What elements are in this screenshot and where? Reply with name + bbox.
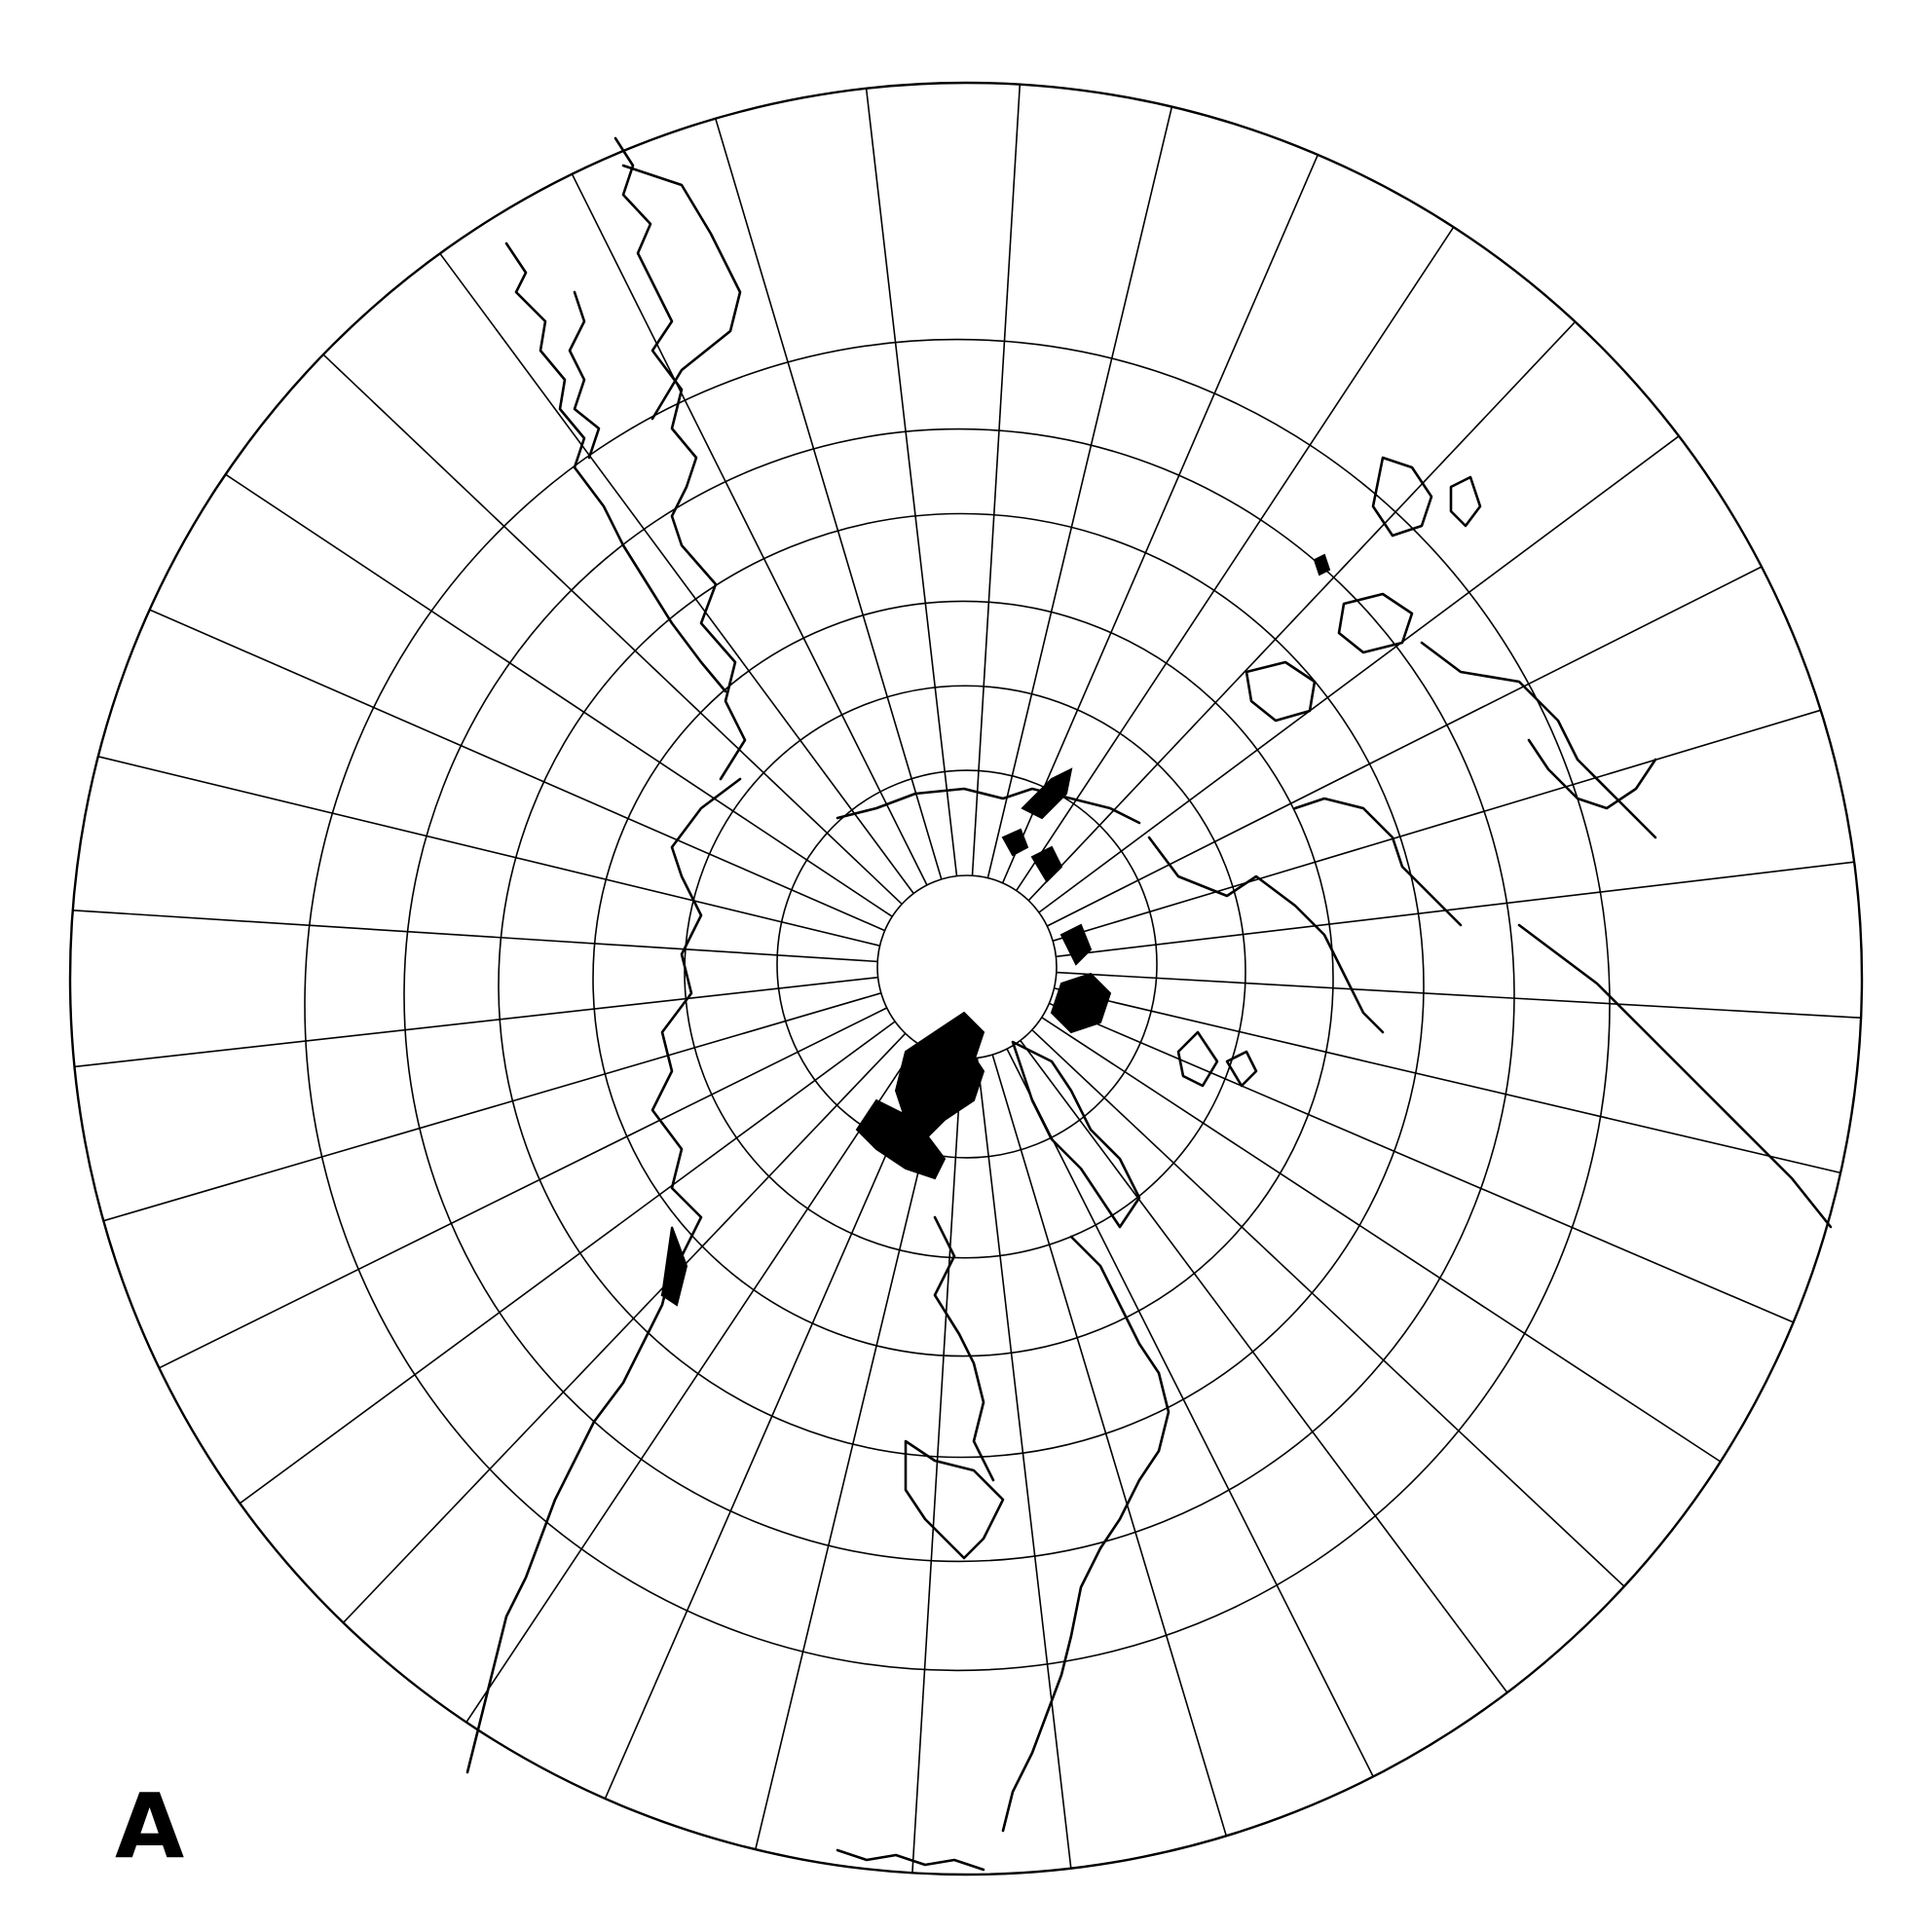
meridian-line-36 bbox=[1056, 861, 1855, 958]
greenland-north bbox=[1050, 972, 1112, 1034]
arctic-islands-cluster bbox=[855, 1098, 947, 1180]
parallel-circle-4 bbox=[498, 512, 1425, 1459]
island-sri-lanka bbox=[1313, 553, 1331, 576]
coastline-caspian bbox=[1449, 475, 1482, 528]
map-boundary-circle bbox=[68, 81, 1864, 1876]
meridian-line-23 bbox=[322, 353, 903, 905]
meridian-line-20 bbox=[97, 756, 880, 947]
meridian-line-33 bbox=[1038, 435, 1680, 913]
coastline-na-pacific bbox=[465, 1264, 674, 1774]
meridian-line-28 bbox=[971, 84, 1022, 876]
coastline-europe bbox=[1293, 797, 1463, 927]
meridian-line-7 bbox=[1006, 1048, 1374, 1777]
meridian-line-2 bbox=[1054, 987, 1841, 1174]
meridian-line-12 bbox=[604, 1050, 933, 1800]
meridian-line-26 bbox=[715, 118, 943, 880]
meridian-line-10 bbox=[911, 1058, 963, 1874]
coastline-india bbox=[1371, 456, 1433, 538]
meridian-line-19 bbox=[72, 910, 878, 963]
meridian-line-30 bbox=[1001, 154, 1319, 884]
meridian-line-21 bbox=[149, 609, 885, 932]
meridian-line-29 bbox=[986, 106, 1173, 878]
parallel-circle-3 bbox=[592, 600, 1334, 1357]
meridian-line-6 bbox=[1020, 1040, 1508, 1693]
meridian-line-1 bbox=[1056, 971, 1862, 1019]
meridian-line-34 bbox=[1046, 566, 1763, 927]
meridian-line-15 bbox=[239, 1021, 896, 1505]
coastline-scandinavia bbox=[1147, 836, 1385, 1034]
meridian-line-27 bbox=[865, 88, 958, 876]
coastline-mediterranean bbox=[1420, 641, 1657, 839]
meridian-line-18 bbox=[74, 976, 878, 1068]
meridian-line-16 bbox=[159, 1007, 888, 1369]
coastline-siberia-arctic bbox=[836, 787, 1141, 825]
coastline-south-america bbox=[836, 1848, 985, 1872]
coastline-iceland bbox=[1225, 1050, 1258, 1088]
meridian-line-4 bbox=[1041, 1017, 1722, 1463]
meridian-line-11 bbox=[755, 1056, 947, 1850]
meridian-line-22 bbox=[225, 473, 893, 917]
meridian-line-24 bbox=[439, 252, 914, 894]
coastline-kamchatka bbox=[504, 242, 727, 693]
novaya-zemlya bbox=[1021, 767, 1073, 820]
meridian-line-17 bbox=[103, 992, 882, 1222]
parallel-circle-5 bbox=[403, 427, 1515, 1563]
coastline-mongolia-china bbox=[621, 164, 742, 421]
graticule bbox=[68, 81, 1864, 1876]
meridian-line-35 bbox=[1052, 709, 1821, 942]
meridian-line-5 bbox=[1031, 1029, 1625, 1587]
coastline-na-atlantic bbox=[1001, 1546, 1102, 1833]
coastline-alaska bbox=[650, 777, 742, 1297]
coastline-japan bbox=[568, 290, 601, 460]
coastline-africa bbox=[1517, 923, 1833, 1229]
coastline-hudson-bay bbox=[933, 1215, 995, 1482]
parallel-circle-1 bbox=[776, 769, 1158, 1159]
parallel-circle-6 bbox=[304, 338, 1611, 1672]
meridian-line-32 bbox=[1027, 320, 1577, 902]
coastline-labrador bbox=[1069, 1235, 1170, 1550]
coastline-black-sea bbox=[1337, 592, 1414, 654]
arctic-taymyr bbox=[1030, 845, 1063, 883]
meridian-line-13 bbox=[465, 1042, 918, 1724]
coastline-east-asia bbox=[613, 136, 747, 781]
coastline-uk bbox=[1176, 1030, 1219, 1088]
island-vancouver bbox=[660, 1226, 688, 1307]
coastline-great-lakes bbox=[904, 1439, 1005, 1560]
svalbard bbox=[1059, 923, 1093, 966]
panel-label: A bbox=[115, 1774, 185, 1878]
meridian-line-3 bbox=[1049, 1002, 1794, 1323]
arctic-franz-josef bbox=[1001, 828, 1029, 857]
coastline-baltic bbox=[1245, 660, 1317, 723]
meridian-line-14 bbox=[342, 1032, 907, 1623]
coastline-greenland bbox=[1011, 1040, 1141, 1229]
coastline-arabia bbox=[1527, 738, 1657, 810]
meridian-line-25 bbox=[571, 173, 928, 886]
coastlines bbox=[465, 136, 1833, 1872]
meridian-line-8 bbox=[991, 1054, 1228, 1837]
arctic-central-cluster bbox=[934, 1011, 985, 1083]
meridian-line-9 bbox=[976, 1058, 1072, 1869]
meridian-line-31 bbox=[1016, 226, 1455, 892]
parallel-circle-2 bbox=[684, 685, 1246, 1259]
